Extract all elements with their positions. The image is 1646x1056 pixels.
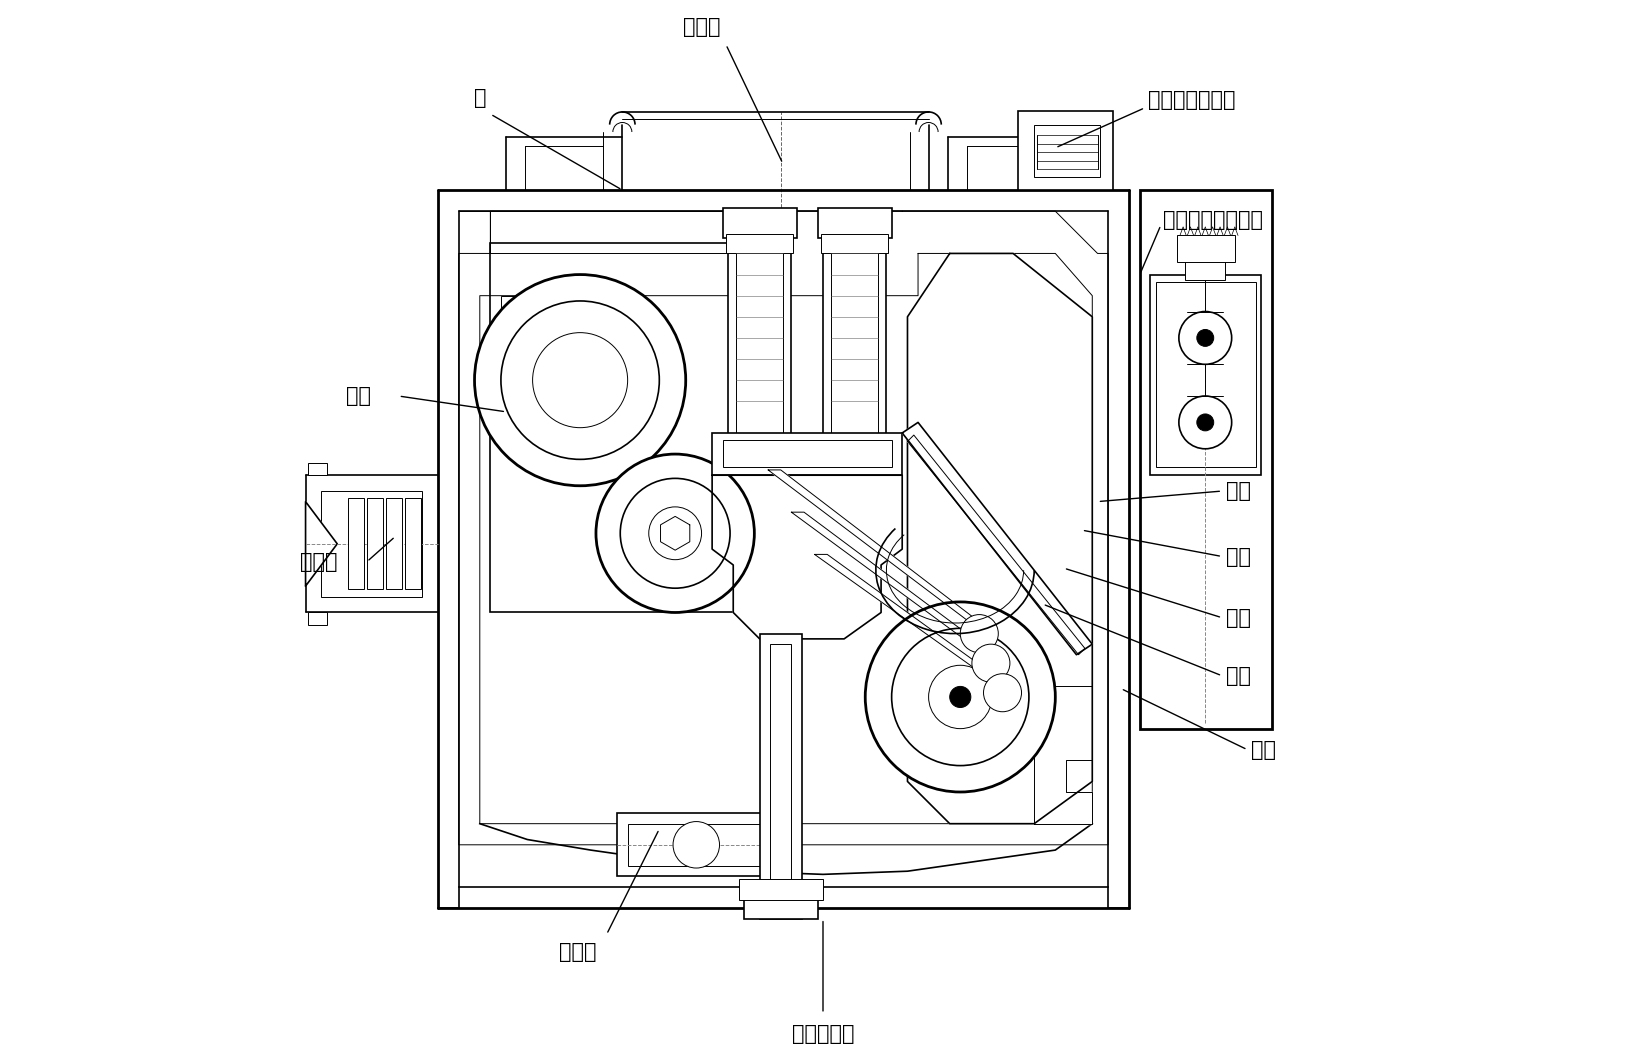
- Circle shape: [621, 478, 731, 588]
- Circle shape: [673, 822, 719, 868]
- Text: 回转马达轴: 回转马达轴: [792, 1024, 854, 1044]
- Bar: [321, 491, 421, 597]
- Bar: [723, 208, 797, 238]
- Text: 柱塞: 柱塞: [1226, 547, 1251, 566]
- Polygon shape: [902, 422, 1093, 655]
- Bar: [818, 208, 892, 238]
- Bar: [770, 644, 792, 908]
- Bar: [723, 440, 892, 467]
- Bar: [736, 243, 783, 433]
- Circle shape: [1179, 312, 1231, 364]
- Circle shape: [1179, 396, 1231, 449]
- Circle shape: [1197, 414, 1213, 431]
- Bar: [347, 498, 364, 589]
- Polygon shape: [792, 512, 996, 655]
- Polygon shape: [660, 516, 690, 550]
- Text: 护圈: 护圈: [1226, 666, 1251, 685]
- Circle shape: [971, 644, 1011, 682]
- Bar: [821, 234, 889, 253]
- Bar: [739, 879, 823, 900]
- Text: 斜盘: 斜盘: [1251, 740, 1276, 759]
- Bar: [405, 498, 421, 589]
- Bar: [760, 634, 802, 919]
- Circle shape: [500, 301, 660, 459]
- Text: 补油阀: 补油阀: [560, 942, 597, 962]
- Polygon shape: [713, 475, 902, 639]
- Circle shape: [533, 333, 627, 428]
- Circle shape: [960, 615, 997, 653]
- Bar: [823, 232, 886, 444]
- Bar: [1177, 235, 1234, 262]
- Bar: [627, 824, 765, 866]
- Polygon shape: [815, 554, 1007, 684]
- Bar: [744, 898, 818, 919]
- Bar: [831, 243, 877, 433]
- Bar: [1155, 282, 1256, 467]
- Bar: [500, 296, 579, 422]
- Polygon shape: [479, 253, 1093, 824]
- Bar: [491, 243, 749, 612]
- Bar: [367, 498, 382, 589]
- Polygon shape: [769, 470, 984, 625]
- Bar: [385, 498, 402, 589]
- Bar: [728, 232, 792, 444]
- Bar: [617, 813, 775, 876]
- Text: 滑靴: 滑靴: [1226, 608, 1251, 627]
- Text: 回转停止制动器: 回转停止制动器: [1149, 91, 1236, 110]
- Text: 转子: 转子: [1226, 482, 1251, 501]
- Circle shape: [596, 454, 754, 612]
- Text: 液压油压力调节器: 液压油压力调节器: [1164, 210, 1262, 229]
- Bar: [1034, 125, 1100, 177]
- Circle shape: [892, 628, 1029, 766]
- Circle shape: [984, 674, 1022, 712]
- Circle shape: [474, 275, 686, 486]
- Bar: [308, 612, 326, 625]
- Text: 壳体: 壳体: [346, 386, 370, 406]
- Circle shape: [950, 686, 971, 708]
- Text: 溢流阀: 溢流阀: [300, 552, 337, 571]
- Bar: [726, 234, 793, 253]
- Text: 配油盘: 配油盘: [683, 17, 721, 37]
- Circle shape: [866, 602, 1055, 792]
- Bar: [1019, 111, 1113, 190]
- Circle shape: [1197, 329, 1213, 346]
- Bar: [1151, 275, 1261, 475]
- Polygon shape: [907, 253, 1093, 824]
- Bar: [713, 433, 902, 475]
- Polygon shape: [1034, 686, 1093, 824]
- Bar: [1139, 190, 1272, 729]
- Circle shape: [649, 507, 701, 560]
- Circle shape: [928, 665, 993, 729]
- Polygon shape: [306, 502, 337, 586]
- Polygon shape: [459, 211, 1108, 845]
- Bar: [308, 463, 326, 475]
- Text: 盖: 盖: [474, 88, 486, 108]
- Bar: [1185, 259, 1225, 280]
- Polygon shape: [907, 435, 1085, 655]
